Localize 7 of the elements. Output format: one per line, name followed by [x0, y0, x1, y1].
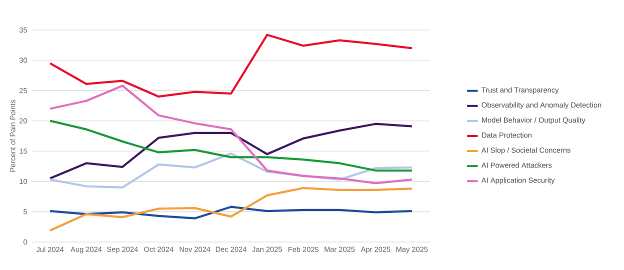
line-series — [49, 122, 413, 180]
line-series — [49, 120, 413, 172]
line-series — [49, 206, 413, 220]
line-series — [49, 34, 413, 98]
line-series — [49, 187, 413, 232]
line-series — [49, 152, 413, 189]
line-series — [49, 84, 413, 184]
